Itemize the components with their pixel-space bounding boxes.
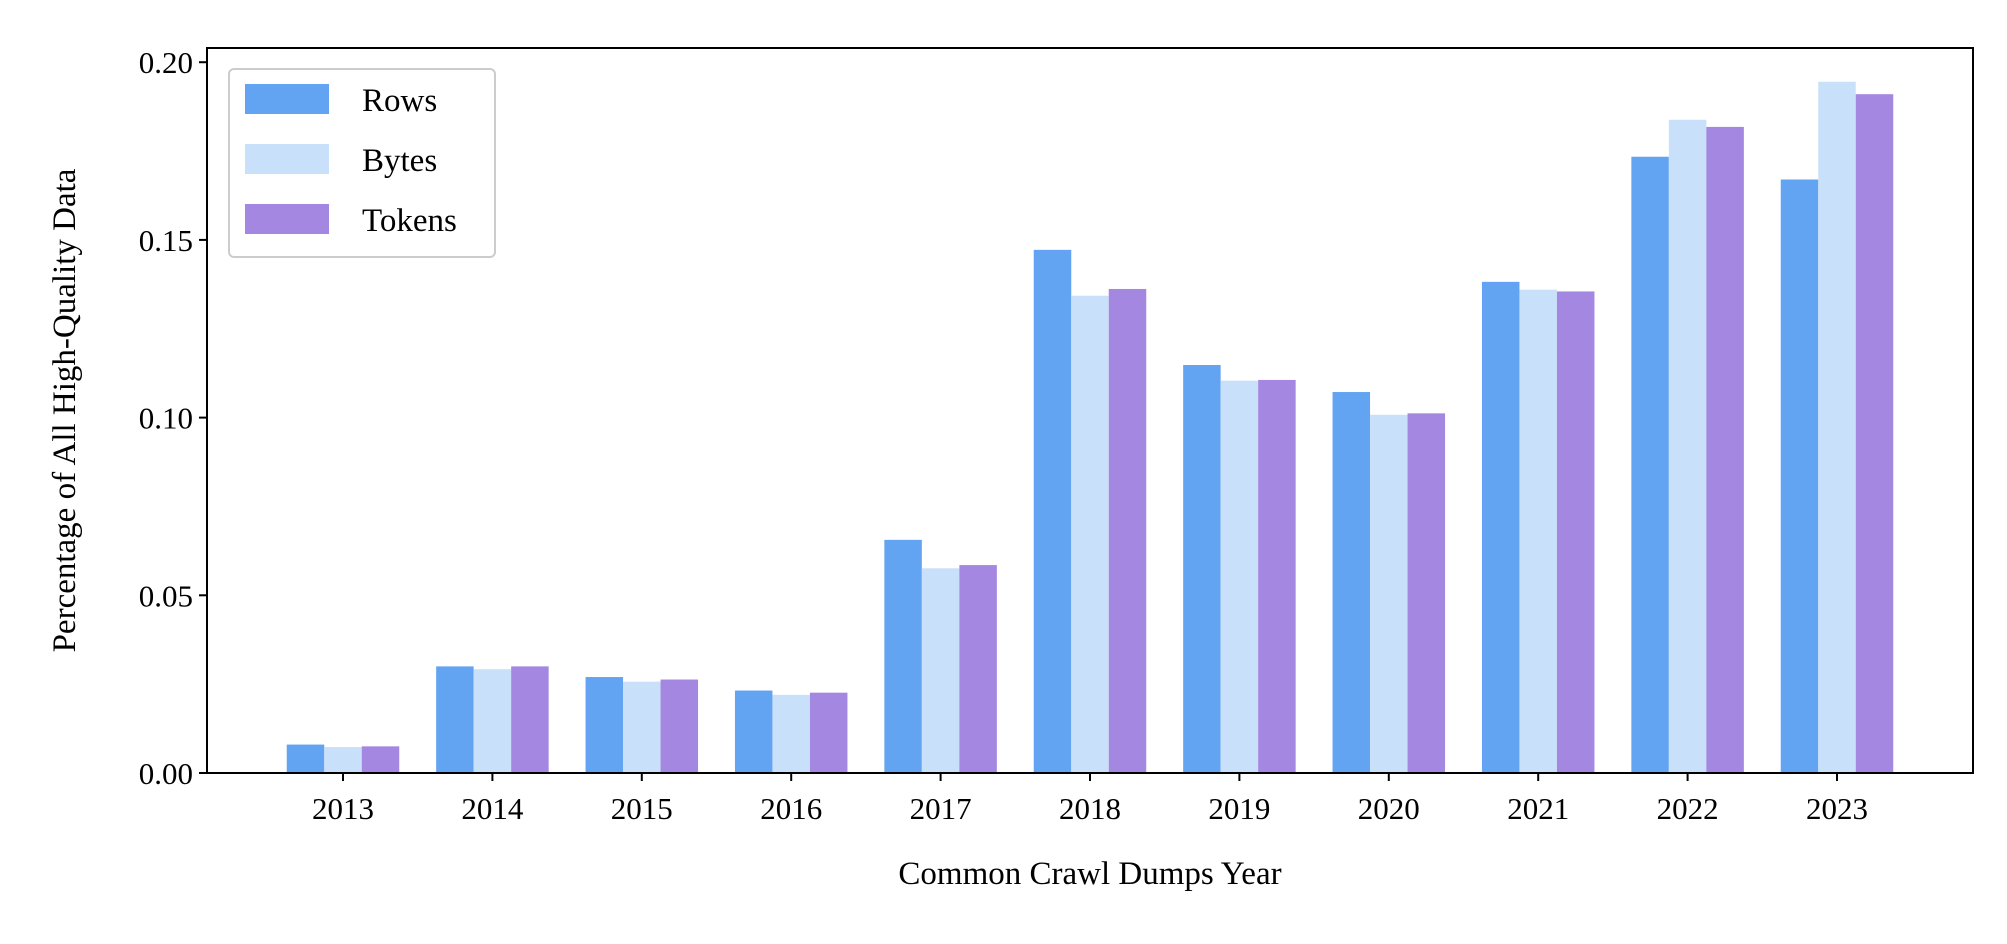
x-tick-label: 2021 (1507, 791, 1569, 826)
x-tick-label: 2014 (461, 791, 524, 826)
bar-bytes-2018 (1071, 295, 1109, 773)
y-tick-label: 0.00 (139, 756, 193, 791)
legend-label-rows: Rows (362, 83, 437, 119)
bar-tokens-2016 (809, 692, 848, 773)
bar-bytes-2014 (473, 669, 512, 773)
bar-rows-2018 (1033, 249, 1072, 774)
x-tick-label: 2022 (1657, 791, 1719, 826)
legend-label-tokens: Tokens (362, 203, 457, 239)
x-tick-label: 2013 (312, 791, 374, 826)
bar-rows-2022 (1631, 156, 1669, 773)
x-tick-label: 2015 (611, 791, 673, 826)
bar-tokens-2018 (1108, 288, 1147, 773)
bar-bytes-2020 (1370, 414, 1408, 773)
bar-tokens-2019 (1258, 379, 1296, 773)
x-tick-label: 2023 (1806, 791, 1868, 826)
y-axis-ticks: 0.00 0.05 0.10 0.15 0.20 (139, 45, 207, 791)
bar-rows-2014 (436, 666, 474, 773)
bar-tokens-2022 (1706, 126, 1744, 773)
bar-rows-2015 (585, 677, 624, 773)
bar-tokens-2020 (1407, 413, 1446, 773)
x-tick-label: 2017 (910, 791, 972, 826)
y-tick-label: 0.15 (139, 223, 193, 258)
bar-tokens-2014 (511, 666, 549, 773)
legend-swatch-tokens (245, 204, 329, 234)
y-axis-label: Percentage of All High-Quality Data (47, 168, 83, 652)
bar-bytes-2017 (921, 568, 960, 773)
bar-tokens-2015 (660, 679, 699, 773)
legend-swatch-bytes (245, 144, 329, 174)
bar-bytes-2016 (772, 694, 810, 773)
x-axis-ticks: 2013 2014 2015 2016 2017 2018 2019 2020 2021 2022… (312, 773, 1868, 826)
bar-bytes-2021 (1519, 289, 1557, 773)
bars-group (286, 81, 1894, 774)
bar-rows-2016 (734, 690, 773, 773)
bar-rows-2021 (1481, 281, 1520, 773)
x-axis-label: Common Crawl Dumps Year (898, 856, 1281, 892)
bar-tokens-2017 (959, 565, 997, 773)
bar-bytes-2019 (1220, 380, 1259, 773)
bar-rows-2020 (1332, 392, 1371, 773)
bar-rows-2017 (884, 539, 922, 773)
bar-tokens-2013 (361, 746, 400, 773)
legend: Rows Bytes Tokens (228, 68, 496, 258)
bar-rows-2019 (1183, 365, 1221, 773)
legend-label-bytes: Bytes (362, 143, 437, 179)
x-tick-label: 2016 (760, 791, 822, 826)
y-tick-label: 0.10 (139, 401, 193, 436)
bar-bytes-2022 (1668, 119, 1707, 774)
bar-tokens-2023 (1855, 94, 1894, 773)
x-tick-label: 2020 (1358, 791, 1420, 826)
bar-rows-2013 (286, 744, 325, 773)
bar-bytes-2015 (623, 681, 661, 773)
x-tick-label: 2018 (1059, 791, 1121, 826)
bar-bytes-2013 (324, 747, 362, 773)
plot-frame (206, 47, 1974, 774)
bar-rows-2023 (1780, 179, 1819, 773)
x-tick-label: 2019 (1208, 791, 1270, 826)
bar-tokens-2021 (1556, 291, 1595, 773)
y-tick-label: 0.20 (139, 45, 193, 80)
bar-bytes-2023 (1818, 81, 1856, 773)
legend-swatch-rows (245, 84, 329, 114)
y-tick-label: 0.05 (139, 578, 193, 613)
